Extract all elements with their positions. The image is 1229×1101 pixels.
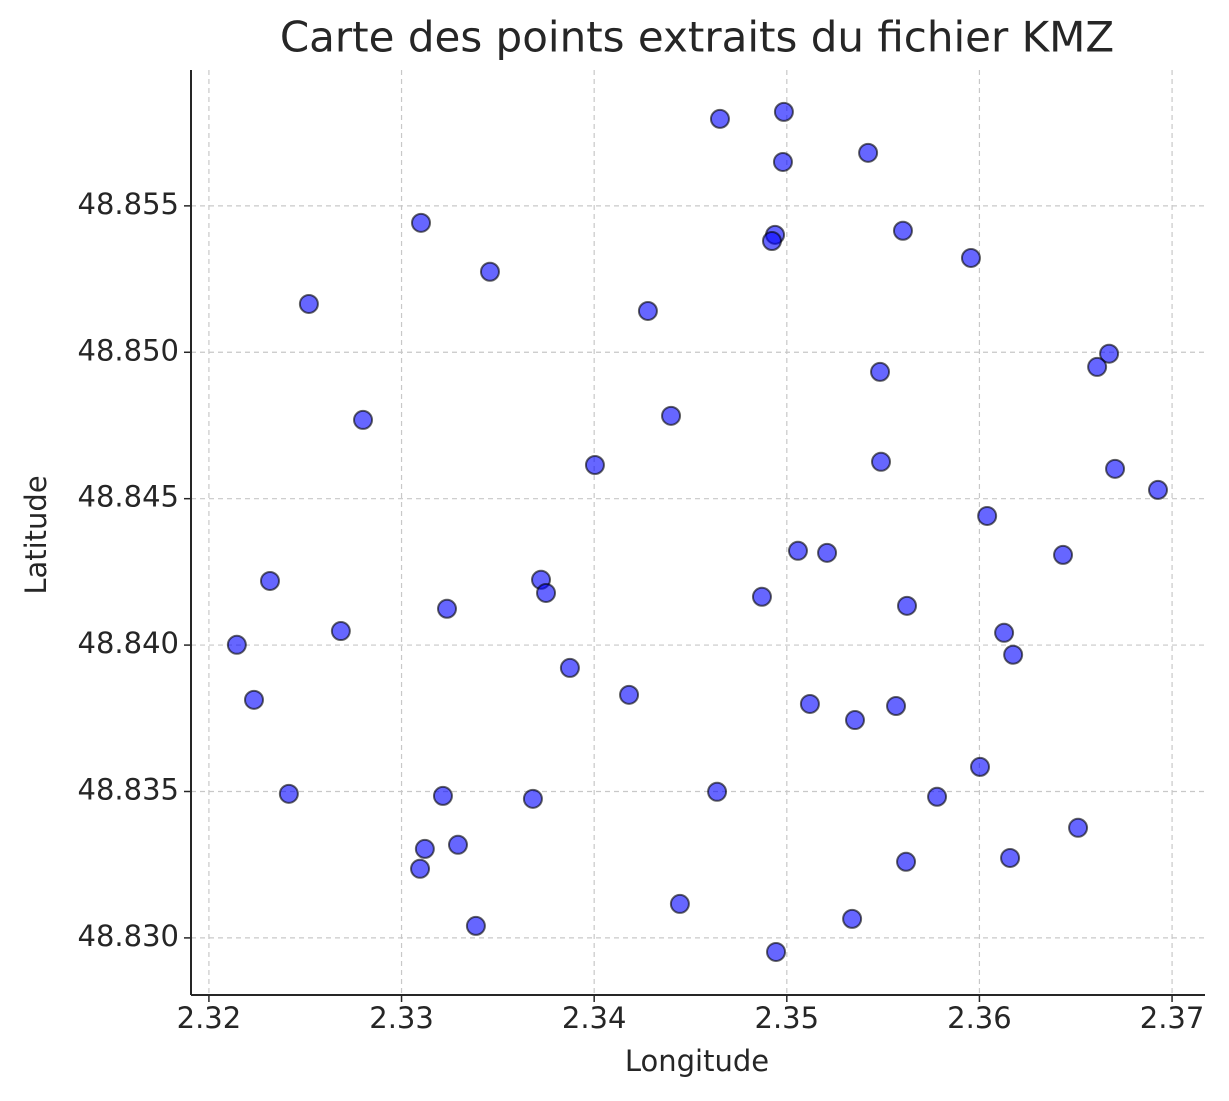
chart-title: Carte des points extraits du fichier KMZ [280,13,1114,62]
y-tick-label: 48.845 [78,480,179,514]
point [858,142,879,163]
point [447,834,468,855]
point [465,915,486,936]
point [669,893,690,914]
point [773,101,794,122]
point [897,595,918,616]
x-tick-label: 2.35 [755,1001,820,1035]
point [410,858,431,879]
point [751,586,772,607]
point [970,756,991,777]
point [278,783,299,804]
point [559,657,580,678]
point [353,409,374,430]
point [709,108,730,129]
point [259,570,280,591]
point [886,695,907,716]
point [243,689,264,710]
point [226,634,247,655]
x-tick-label: 2.34 [562,1001,627,1035]
y-tick-label: 48.850 [78,333,179,367]
point [1000,847,1021,868]
point [772,151,793,172]
point [761,231,782,252]
point [522,788,543,809]
point [661,405,682,426]
point [432,785,453,806]
point [892,220,913,241]
y-tick-label: 48.840 [78,626,179,660]
point [844,710,865,731]
point [787,540,808,561]
y-tick-label: 48.855 [78,187,179,221]
point [799,693,820,714]
point [584,455,605,476]
point [437,598,458,619]
point [330,621,351,642]
x-tick-label: 2.32 [177,1001,242,1035]
point [1099,343,1120,364]
point [1003,644,1024,665]
point [960,247,981,268]
point [994,622,1015,643]
point [1053,544,1074,565]
point [896,851,917,872]
point [927,786,948,807]
y-tick-label: 48.835 [78,772,179,806]
x-tick-label: 2.33 [369,1001,434,1035]
x-axis-label: Longitude [625,1044,769,1078]
point [414,838,435,859]
point [1087,356,1108,377]
point [1105,458,1126,479]
point [817,542,838,563]
point [479,261,500,282]
point [536,582,557,603]
point [298,293,319,314]
x-tick-label: 2.36 [947,1001,1012,1035]
x-tick-label: 2.37 [1140,1001,1205,1035]
point [766,941,787,962]
y-tick-label: 48.830 [78,919,179,953]
y-axis-label: Latitude [19,475,53,594]
point [637,300,658,321]
point [870,451,891,472]
point [870,361,891,382]
point [619,684,640,705]
point [977,505,998,526]
point [410,212,431,233]
point [842,908,863,929]
point [1068,817,1089,838]
point [1147,479,1168,500]
point [707,781,728,802]
